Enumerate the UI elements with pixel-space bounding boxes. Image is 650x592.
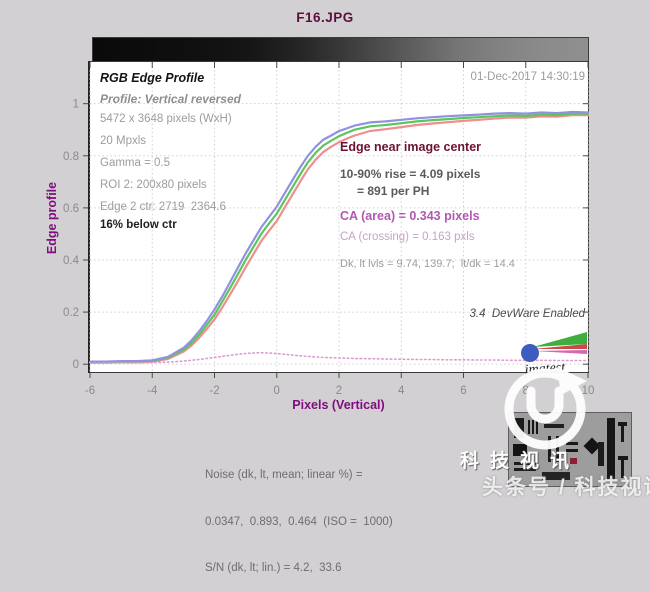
rise-distance-value: 10-90% rise = 4.09 pixels bbox=[340, 167, 481, 181]
ca-crossing-value: CA (crossing) = 0.163 pxls bbox=[340, 231, 475, 243]
y-tick-label: 0.4 bbox=[63, 255, 80, 267]
edge-tonal-gradient-bar bbox=[92, 37, 589, 62]
y-tick-label: 0 bbox=[73, 359, 79, 371]
noise-line-3: S/N (dk, lt; lin.) = 4.2, 33.6 bbox=[205, 562, 342, 574]
x-tick-label: 2 bbox=[336, 385, 342, 397]
tv-logo-watermark bbox=[504, 367, 587, 450]
noise-statistics: Noise (dk, lt, mean; linear %) = 0.0347,… bbox=[205, 437, 393, 592]
below-center-label: 16% below ctr bbox=[100, 219, 177, 231]
y-axis-label: Edge profile bbox=[45, 181, 59, 255]
y-tick-label: 0.2 bbox=[63, 307, 79, 319]
x-tick-label: 0 bbox=[274, 385, 280, 397]
y-tick-label: 1 bbox=[73, 99, 79, 111]
megapixels-label: 20 Mpxls bbox=[100, 135, 147, 147]
plot-area bbox=[88, 61, 589, 373]
gamma-label: Gamma = 0.5 bbox=[100, 157, 170, 169]
y-tick-label: 0.6 bbox=[63, 203, 79, 215]
watermark-byline-text: 头条号 / 科技视讯 bbox=[482, 476, 650, 499]
edge-location-heading: Edge near image center bbox=[340, 140, 482, 154]
noise-line-2: 0.0347, 0.893, 0.464 (ISO = 1000) bbox=[205, 515, 393, 528]
x-tick-label: -6 bbox=[85, 385, 95, 397]
x-axis-label: Pixels (Vertical) bbox=[292, 398, 385, 412]
watermark-brand-text: 科技视讯 bbox=[460, 451, 581, 472]
imatest-logo-blue-ball bbox=[521, 344, 539, 362]
profile-orientation-label: Profile: Vertical reversed bbox=[100, 92, 241, 106]
tv-logo-letters bbox=[526, 386, 564, 424]
devware-version-note: 3.4 DevWare Enabled bbox=[469, 308, 586, 320]
timestamp: 01-Dec-2017 14:30:19 bbox=[470, 71, 585, 83]
x-tick-label: -4 bbox=[147, 385, 158, 397]
plot-type-heading: RGB Edge Profile bbox=[100, 71, 205, 85]
edge-center-label: Edge 2 ctr: 2719 2364.6 bbox=[100, 201, 226, 213]
test-chart-image bbox=[508, 412, 632, 487]
image-size-label: 5472 x 3648 pixels (WxH) bbox=[100, 113, 232, 125]
noise-line-1: Noise (dk, lt, mean; linear %) = bbox=[205, 469, 363, 481]
x-tick-label: -2 bbox=[209, 385, 219, 397]
chart-title: F16.JPG bbox=[296, 10, 354, 25]
ca-area-value: CA (area) = 0.343 pixels bbox=[340, 209, 480, 223]
x-tick-label: 4 bbox=[398, 385, 405, 397]
y-tick-label: 0.8 bbox=[63, 151, 79, 163]
roi-label: ROI 2: 200x80 pixels bbox=[100, 179, 207, 191]
dark-light-levels-value: Dk, lt lvls = 9.74, 139.7; lt/dk = 14.4 bbox=[340, 258, 515, 270]
tv-logo-ring bbox=[504, 368, 586, 450]
x-tick-label: 6 bbox=[460, 385, 466, 397]
imatest-logo-pink-ray bbox=[533, 350, 587, 354]
tv-logo-arrow bbox=[557, 367, 587, 395]
rise-per-ph-value: = 891 per PH bbox=[357, 184, 430, 198]
